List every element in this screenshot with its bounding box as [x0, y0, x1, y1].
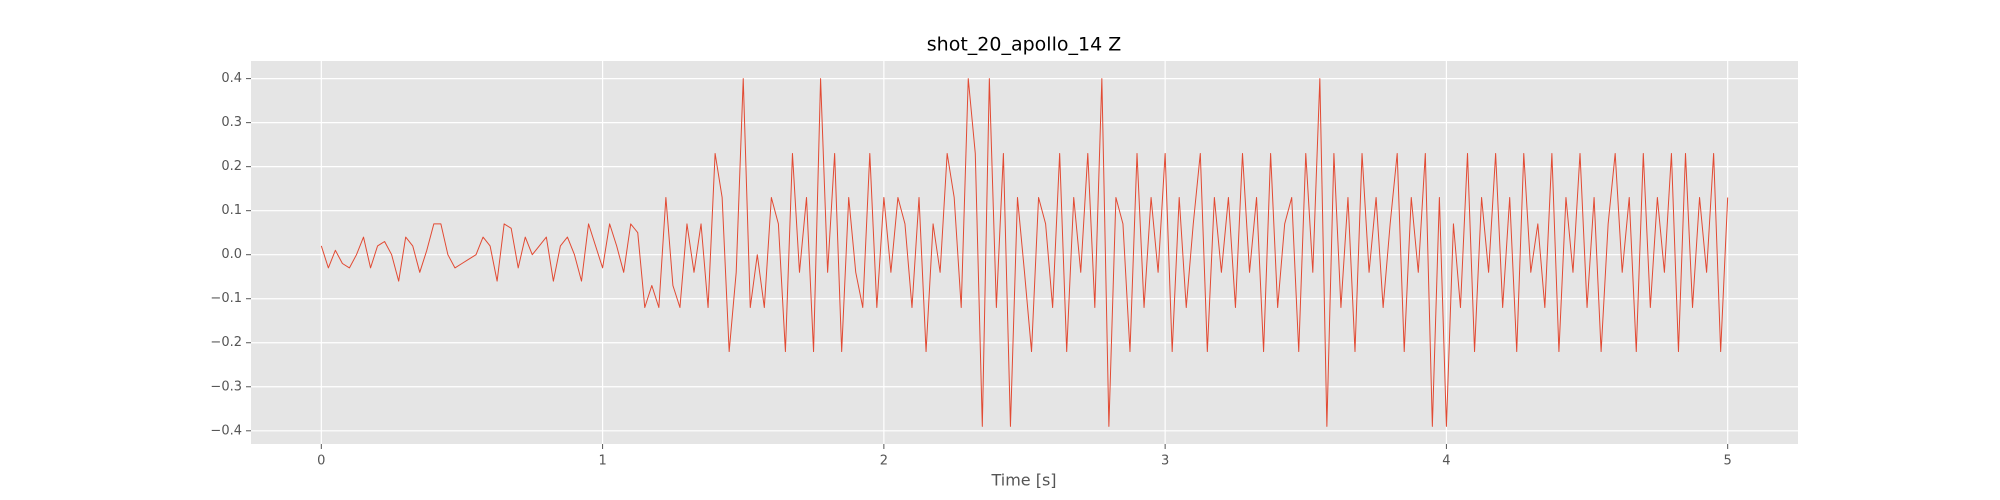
y-tick-label: 0.4 — [221, 71, 242, 86]
x-tick-label: 3 — [1161, 454, 1169, 469]
x-axis-label: Time [s] — [990, 471, 1056, 490]
y-tick-label: 0.1 — [221, 203, 242, 218]
chart-title: shot_20_apollo_14 Z — [927, 34, 1121, 56]
y-tick-label: 0.2 — [221, 159, 242, 174]
x-tick-label: 2 — [880, 454, 888, 469]
y-tick-label: −0.4 — [210, 423, 242, 438]
y-tick-label: −0.2 — [210, 335, 242, 350]
x-tick-label: 1 — [598, 454, 606, 469]
x-tick-label: 4 — [1442, 454, 1450, 469]
x-tick-label: 0 — [317, 454, 325, 469]
y-tick-label: −0.3 — [210, 379, 242, 394]
x-tick-label: 5 — [1724, 454, 1732, 469]
y-tick-label: 0.0 — [221, 247, 242, 262]
data-line — [320, 78, 1729, 427]
y-tick-label: 0.3 — [221, 115, 242, 130]
y-tick-label: −0.1 — [210, 291, 242, 306]
